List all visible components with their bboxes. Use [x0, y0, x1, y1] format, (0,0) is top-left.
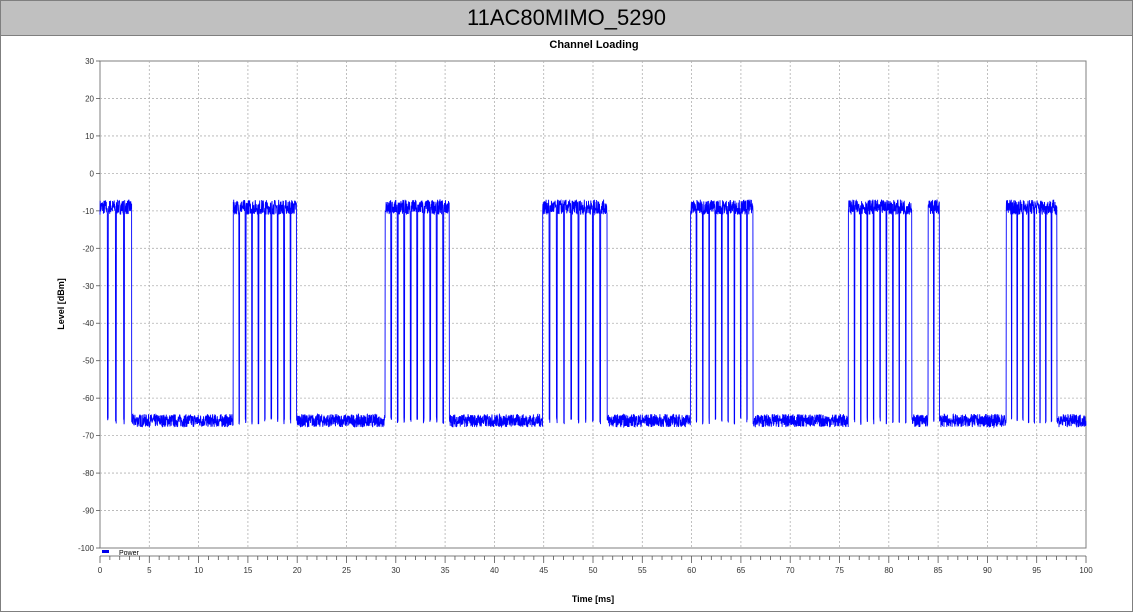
x-tick-label: 75: [835, 566, 844, 575]
power-series-line: [99, 199, 1087, 429]
x-tick-label: 70: [786, 566, 795, 575]
legend-swatch-power: [102, 550, 109, 553]
chart-legend: Power: [102, 550, 140, 557]
y-tick-label: -60: [82, 394, 94, 403]
y-tick-label: -70: [82, 432, 94, 441]
x-tick-label: 95: [1032, 566, 1041, 575]
x-axis-label: Time [ms]: [572, 594, 614, 604]
y-tick-label: 0: [90, 169, 95, 178]
grid-lines: [100, 61, 1086, 548]
legend-label-power: Power: [119, 550, 140, 557]
y-tick-label: 20: [85, 94, 94, 103]
y-axis-label: Level [dBm]: [56, 278, 66, 330]
x-tick-label: 100: [1079, 566, 1093, 575]
x-axis: 0 5 10 15 20 25 30 35 40 45 50 55 60 65 70 75 80 85 90 95 10…: [98, 555, 1093, 575]
x-tick-label: 60: [687, 566, 696, 575]
x-tick-label: 50: [589, 566, 598, 575]
x-tick-label: 25: [342, 566, 351, 575]
x-tick-label: 20: [293, 566, 302, 575]
y-tick-label: -50: [82, 357, 94, 366]
y-tick-label: -10: [82, 207, 94, 216]
x-tick-label: 85: [934, 566, 943, 575]
x-tick-label: 90: [983, 566, 992, 575]
y-tick-label: -40: [82, 319, 94, 328]
y-tick-label: 30: [85, 57, 94, 66]
window-title-bar: 11AC80MIMO_5290: [1, 1, 1132, 36]
y-tick-label: -30: [82, 282, 94, 291]
x-tick-label: 65: [736, 566, 745, 575]
y-tick-label: -80: [82, 469, 94, 478]
y-tick-label: -100: [78, 544, 95, 553]
x-tick-label: 30: [391, 566, 400, 575]
x-tick-label: 40: [490, 566, 499, 575]
x-tick-label: 45: [539, 566, 548, 575]
chart-title: Channel Loading: [549, 39, 638, 51]
y-axis: 30 20 10 0 -10 -20 -30 -40 -50 -60 -70 -80 -90 -100: [78, 57, 100, 553]
x-tick-label: 80: [884, 566, 893, 575]
x-tick-label: 35: [441, 566, 450, 575]
x-tick-label: 15: [243, 566, 252, 575]
y-tick-label: 10: [85, 132, 94, 141]
y-tick-label: -20: [82, 244, 94, 253]
y-tick-label: -90: [82, 507, 94, 516]
window-title: 11AC80MIMO_5290: [467, 5, 666, 30]
x-tick-label: 55: [638, 566, 647, 575]
x-tick-label: 10: [194, 566, 203, 575]
x-tick-label: 5: [147, 566, 152, 575]
x-tick-label: 0: [98, 566, 103, 575]
